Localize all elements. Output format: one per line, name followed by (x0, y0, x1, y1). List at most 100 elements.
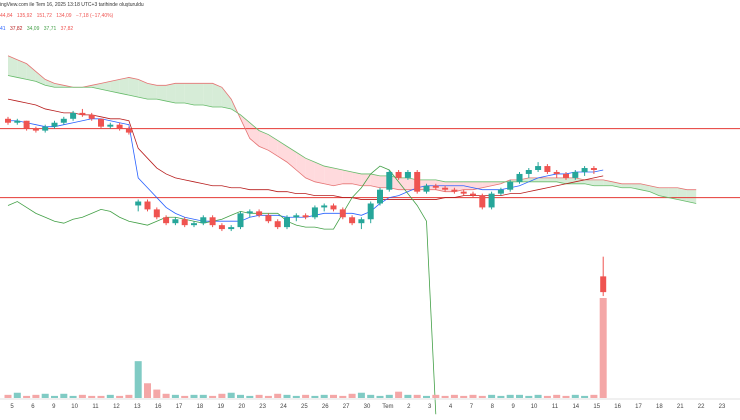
x-tick-label: 23 (719, 404, 726, 410)
candle-body (51, 122, 58, 127)
ichimoku-cloud (8, 55, 697, 204)
candle-body (507, 181, 514, 190)
volume-bar (97, 395, 105, 398)
candle-body (330, 205, 337, 210)
cloud-segment (203, 83, 213, 107)
x-tick-label: 12 (113, 404, 120, 410)
candle-body (88, 114, 95, 119)
volume-bar (264, 395, 272, 398)
x-tick-label: 17 (176, 404, 183, 410)
volume-bar (23, 395, 31, 398)
cloud-segment (649, 185, 659, 196)
volume-bar (51, 395, 58, 398)
x-tick-label: 6 (31, 404, 35, 410)
volume-bar (385, 394, 393, 398)
base-line (7, 98, 604, 200)
candle-body (246, 211, 253, 214)
cloud-segment (240, 114, 250, 139)
volume-bar (246, 395, 254, 398)
cloud-segment (138, 79, 148, 100)
volume-bar (60, 393, 68, 398)
cloud-segment (175, 83, 185, 104)
volume-bar (357, 392, 365, 398)
volume-bar (4, 394, 12, 398)
volume-bar (450, 394, 458, 398)
x-tick-label: 9 (52, 404, 56, 410)
cloud-segment (398, 177, 408, 190)
x-tick-label: 4 (449, 404, 453, 410)
cloud-segment (156, 85, 167, 102)
candle-body (451, 189, 458, 192)
cloud-segment (593, 179, 604, 186)
x-tick-label: 18 (197, 404, 204, 410)
candle-body (153, 209, 160, 218)
candle-body (442, 187, 449, 190)
x-tick-label: 8 (491, 404, 495, 410)
volume-bar (209, 395, 217, 398)
volume-bar (255, 394, 263, 398)
candle-body (590, 168, 597, 170)
candle-body (470, 193, 476, 196)
x-tick-label: 24 (280, 404, 287, 410)
volume-bar (404, 394, 412, 398)
x-tick-label: 20 (238, 404, 245, 410)
volume-bar (88, 395, 96, 398)
cloud-segment (128, 77, 139, 98)
volume-bar (553, 394, 561, 398)
candle-body (572, 171, 579, 178)
volume-bar (525, 395, 533, 398)
volume-bar (227, 392, 235, 398)
candle-body (488, 193, 495, 208)
x-tick-label: 3 (428, 404, 432, 410)
candle-body (98, 118, 104, 127)
candle-body (377, 189, 383, 204)
cloud-segment (35, 71, 46, 86)
indicator-value-4: 37,71 (43, 26, 57, 32)
x-tick-label: 16 (614, 404, 621, 410)
volume-bar (41, 393, 49, 398)
candle-body (358, 219, 365, 224)
candle-body (274, 221, 281, 228)
cloud-segment (26, 63, 36, 82)
volume-bar (590, 394, 598, 398)
volume-bar (460, 395, 468, 398)
x-tick-label: 25 (301, 404, 308, 410)
cloud-segment (110, 79, 120, 94)
indicator-lines (7, 55, 697, 415)
x-tick-label: Tem (382, 404, 393, 410)
candle-body (228, 227, 235, 230)
candle-body (414, 171, 421, 192)
candle-body (181, 219, 188, 226)
volume-bar (237, 394, 244, 398)
cloud-segment (101, 81, 111, 92)
cloud-segment (277, 140, 287, 163)
volume-bar (13, 392, 21, 398)
candle-body (5, 118, 11, 123)
cloud-segment (147, 83, 157, 100)
candle-body (23, 120, 30, 129)
candle-body (125, 128, 132, 133)
indicator-value-1: 41 (0, 26, 6, 32)
cloud-segment (473, 181, 483, 190)
candle-body (460, 191, 467, 194)
x-tick-label: 11 (92, 404, 99, 410)
x-tick-label: 15 (593, 404, 600, 410)
candle-body (479, 195, 486, 208)
candle-body (191, 223, 197, 226)
candle-body (79, 112, 86, 115)
volume-bar (395, 391, 403, 398)
candle-body (70, 112, 77, 119)
volume-bar (562, 395, 570, 398)
chart-header: ingView.com ile Tem 16, 2025 13:18 UTC+3… (0, 2, 144, 8)
x-tick-label: 9 (512, 404, 516, 410)
candle-body (116, 124, 123, 129)
volume-bar (478, 395, 486, 398)
candle-body (265, 215, 272, 222)
ohlc-close: 134,09 (56, 13, 72, 19)
candle-body (293, 215, 300, 218)
horizontal-levels (0, 128, 740, 199)
x-tick-label: 5 (10, 404, 14, 410)
candle-body (42, 126, 49, 131)
candle-body (423, 185, 430, 192)
